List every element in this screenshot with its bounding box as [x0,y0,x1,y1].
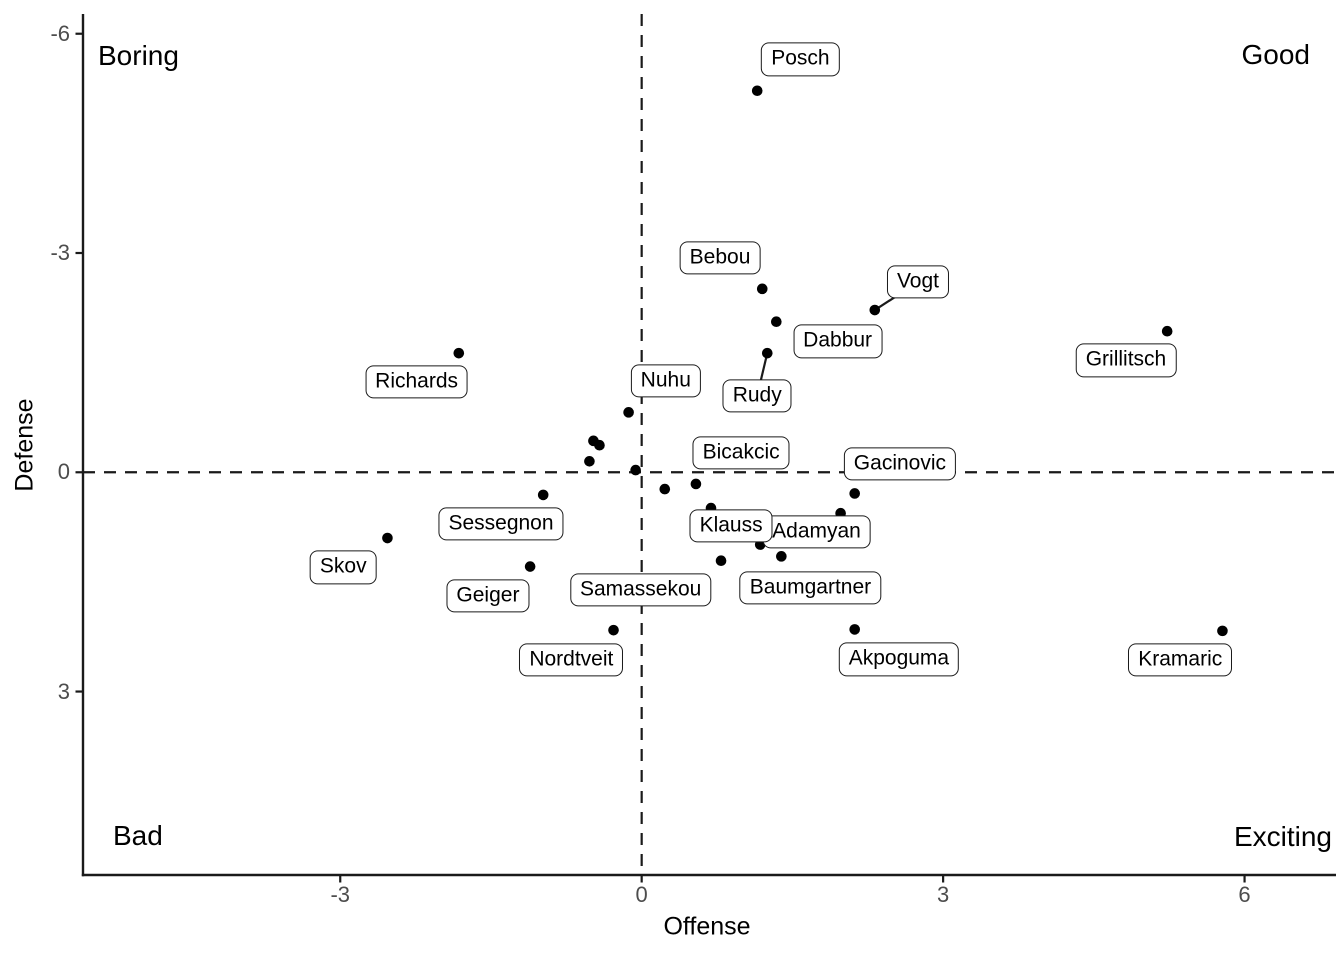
data-point-kramaric [1217,625,1228,637]
data-point [594,439,605,451]
data-point-dabbur [771,316,782,328]
data-point-posch [751,85,763,97]
player-label-richards: Richards [365,365,469,399]
data-point-bicakcic [690,478,702,490]
y-tick-label: -6 [50,20,70,46]
player-label-bicakcic: Bicakcic [692,435,790,470]
data-point-nordtveit [608,624,619,636]
player-label-bebou: Bebou [679,241,761,275]
player-label-skov: Skov [309,550,377,584]
annotation-bottom-right: Exciting [1233,821,1332,852]
player-label-rudy: Rudy [722,378,792,413]
player-label-posch: Posch [761,42,840,76]
x-tick-label: 3 [936,882,950,907]
player-label-akpoguma: Akpoguma [838,642,960,676]
data-point-grillitsch [1161,325,1173,337]
annotation-top-left: Boring [98,40,179,71]
data-point-vogt [869,304,881,316]
player-label-adamyan: Adamyan [762,515,871,549]
player-label-sessegnon: Sessegnon [438,507,564,541]
player-label-nuhu: Nuhu [630,364,701,398]
data-point-sessegnon [537,489,549,501]
data-point [584,456,595,467]
player-label-samassekou: Samassekou [569,573,712,607]
data-point-bebou [756,283,768,295]
data-point-baumgartner [776,551,787,562]
player-label-kramaric: Kramaric [1128,643,1233,677]
player-label-gacinovic: Gacinovic [843,446,957,481]
data-point-skov [382,532,393,544]
player-label-baumgartner: Baumgartner [739,571,882,605]
x-tick-label: 6 [1238,882,1251,907]
player-label-geiger: Geiger [446,579,530,613]
data-point-samassekou [715,555,727,567]
data-point-geiger [524,561,536,572]
data-point-richards [453,347,465,359]
y-tick-label: 0 [57,459,70,485]
player-label-vogt: Vogt [886,265,950,299]
y-tick-label: 3 [57,678,70,704]
player-label-grillitsch: Grillitsch [1075,343,1177,378]
data-point-akpoguma [849,624,860,635]
data-point-gacinovic [849,488,860,499]
annotation-top-right: Good [1241,39,1311,70]
x-axis-title: Offense [663,912,751,941]
data-point [659,483,671,495]
y-axis-title: Defense [10,398,39,492]
player-label-klauss: Klauss [689,509,773,543]
player-label-dabbur: Dabbur [793,324,883,359]
data-point-nuhu [623,407,634,418]
x-tick-label: -3 [330,882,350,907]
player-label-nordtveit: Nordtveit [519,643,624,677]
x-tick-label: 0 [635,882,648,907]
annotation-bottom-left: Bad [113,820,163,851]
data-point [630,464,641,476]
y-tick-label: -3 [50,240,70,265]
data-point-rudy [761,347,773,359]
